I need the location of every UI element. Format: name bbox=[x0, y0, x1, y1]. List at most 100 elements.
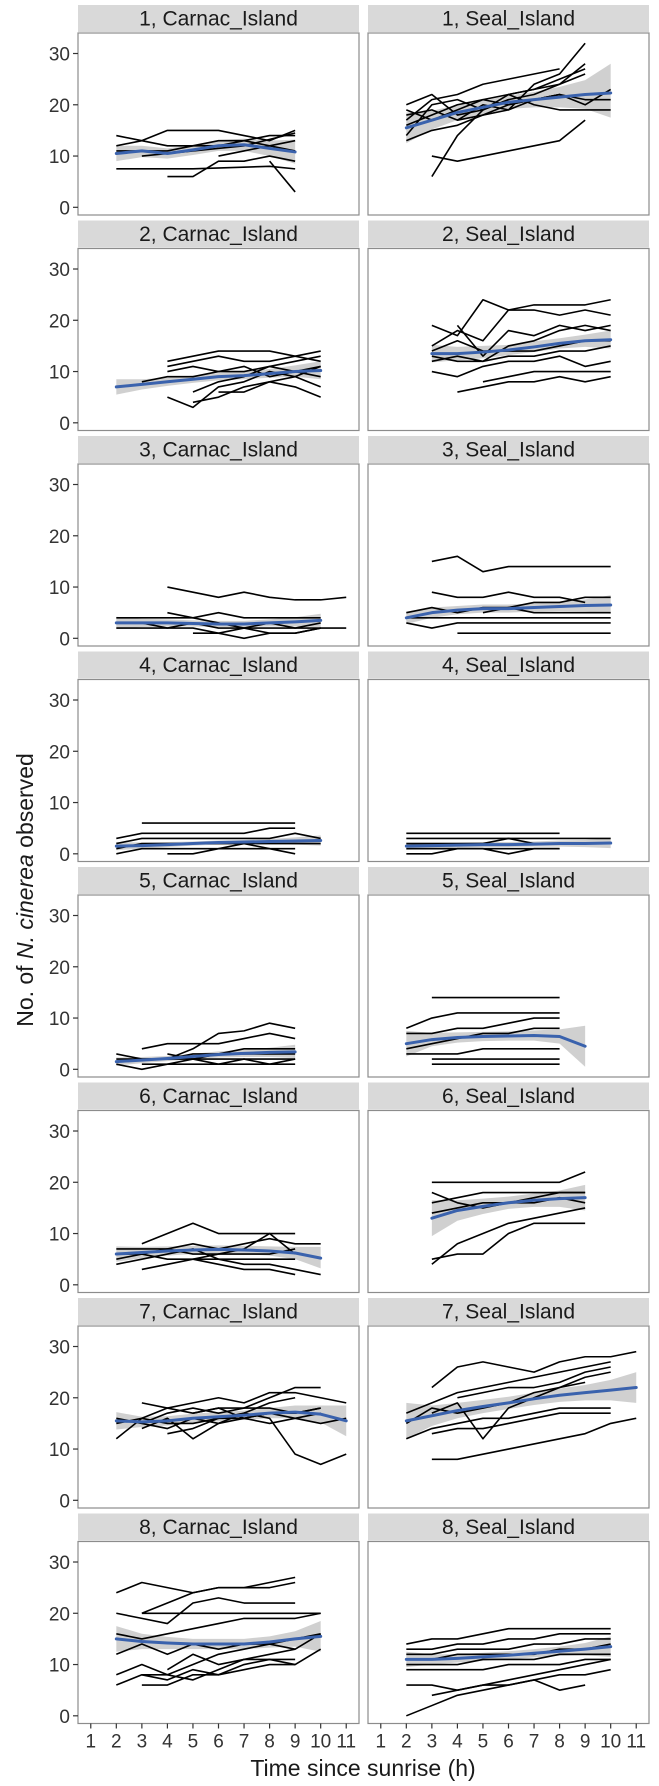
x-tick-label: 11 bbox=[626, 1732, 646, 1753]
raw-count-line bbox=[431, 345, 611, 363]
raw-count-line bbox=[406, 1012, 560, 1030]
smoothed-trend-line bbox=[404, 603, 613, 620]
plot-area bbox=[404, 1627, 613, 1717]
raw-count-line bbox=[431, 1350, 637, 1389]
raw-count-line bbox=[406, 1653, 611, 1666]
x-tick-label: 2 bbox=[401, 1732, 412, 1753]
facet-strip-label: 5, Seal_Island bbox=[442, 870, 575, 893]
facet-panel: 5, Carnac_Island 0 10 20 30 bbox=[49, 867, 360, 1081]
raw-count-line bbox=[167, 842, 296, 855]
plot-area bbox=[114, 1576, 323, 1686]
x-tick-label: 10 bbox=[600, 1732, 621, 1753]
x-tick-label: 5 bbox=[188, 1732, 199, 1753]
y-tick-label: 0 bbox=[59, 198, 70, 219]
facet-strip bbox=[368, 1513, 649, 1541]
facet-panel: 6, Seal_Island bbox=[367, 1082, 650, 1294]
raw-count-line bbox=[141, 1232, 296, 1271]
facet-strip-label: 8, Seal_Island bbox=[442, 1516, 575, 1539]
raw-count-line bbox=[116, 1058, 296, 1071]
panel-border bbox=[77, 1325, 360, 1509]
facet-strip-label: 3, Seal_Island bbox=[442, 439, 575, 462]
raw-count-line bbox=[167, 586, 347, 601]
x-tick-label: 10 bbox=[310, 1732, 331, 1753]
plot-area bbox=[430, 1171, 587, 1265]
panel-border bbox=[367, 32, 650, 216]
raw-count-line bbox=[431, 1417, 637, 1461]
facet-panel: 5, Seal_Island bbox=[367, 867, 650, 1078]
raw-count-line bbox=[141, 1396, 296, 1440]
plot-area bbox=[404, 832, 613, 855]
facet-panel: 2, Carnac_Island 0 10 20 30 bbox=[49, 220, 360, 435]
facet-strip-label: 7, Seal_Island bbox=[442, 1301, 575, 1324]
panel-border bbox=[77, 247, 360, 432]
facet-strip bbox=[368, 651, 649, 679]
facet-strip-label: 6, Seal_Island bbox=[442, 1085, 575, 1108]
smoothed-trend-line bbox=[114, 1247, 323, 1260]
facet-panel: 3, Seal_Island bbox=[367, 436, 650, 647]
y-tick-label: 0 bbox=[59, 629, 70, 650]
raw-count-line bbox=[431, 119, 586, 162]
confidence-band bbox=[116, 613, 321, 630]
raw-count-line bbox=[167, 1022, 296, 1060]
plot-background bbox=[78, 248, 359, 431]
panel-border bbox=[77, 1109, 360, 1294]
smoothed-trend-line bbox=[114, 838, 323, 848]
smoothed-trend-line bbox=[404, 1033, 587, 1048]
facet-strip bbox=[368, 220, 649, 248]
plot-area bbox=[114, 129, 297, 193]
facet-strip-label: 7, Carnac_Island bbox=[139, 1301, 298, 1324]
raw-count-line bbox=[431, 1412, 611, 1435]
x-tick-label: 9 bbox=[580, 1732, 591, 1753]
raw-count-line bbox=[116, 1253, 296, 1260]
raw-count-line bbox=[141, 1032, 296, 1050]
y-tick-label: 30 bbox=[49, 476, 70, 497]
raw-count-line bbox=[218, 365, 321, 393]
smoothed-trend-line bbox=[430, 338, 613, 356]
facet-panel: 4, Carnac_Island 0 10 20 30 bbox=[49, 651, 360, 866]
x-tick-label: 11 bbox=[336, 1732, 356, 1753]
x-tick-label: 5 bbox=[478, 1732, 489, 1753]
panel-border bbox=[367, 894, 650, 1078]
plot-area bbox=[114, 586, 347, 640]
panel-border bbox=[77, 32, 360, 216]
raw-count-line bbox=[431, 591, 586, 604]
x-tick-label: 2 bbox=[111, 1732, 122, 1753]
y-tick-label: 10 bbox=[49, 794, 70, 815]
y-tick-label: 30 bbox=[49, 1122, 70, 1143]
panel-border bbox=[77, 463, 360, 647]
smoothed-trend-line bbox=[404, 91, 613, 130]
raw-count-line bbox=[406, 1627, 611, 1645]
raw-count-line bbox=[431, 555, 611, 573]
raw-count-line bbox=[406, 1027, 560, 1050]
facet-panel: 6, Carnac_Island 0 10 20 30 bbox=[49, 1082, 360, 1297]
raw-count-line bbox=[406, 1407, 611, 1440]
confidence-band bbox=[431, 330, 611, 363]
x-tick-label: 9 bbox=[290, 1732, 301, 1753]
facet-strip-label: 3, Carnac_Island bbox=[139, 439, 298, 462]
y-tick-label: 30 bbox=[49, 1338, 70, 1359]
raw-count-line bbox=[166, 1653, 296, 1671]
plot-area bbox=[114, 1386, 348, 1466]
facet-panel: 1, Seal_Island bbox=[367, 5, 650, 216]
facet-strip-label: 1, Seal_Island bbox=[442, 8, 575, 31]
y-tick-label: 10 bbox=[49, 147, 70, 168]
plot-area bbox=[404, 1350, 638, 1461]
panel-border bbox=[367, 1109, 650, 1294]
raw-count-line bbox=[431, 1207, 586, 1265]
y-tick-label: 20 bbox=[49, 1173, 70, 1194]
y-axis-title-pre: No. of bbox=[12, 959, 38, 1027]
x-tick-label: 4 bbox=[162, 1732, 173, 1753]
y-tick-label: 0 bbox=[59, 1276, 70, 1297]
raw-count-line bbox=[192, 627, 347, 640]
plot-background bbox=[368, 679, 649, 862]
y-tick-label: 0 bbox=[59, 1491, 70, 1512]
raw-count-line bbox=[167, 155, 296, 178]
raw-count-line bbox=[192, 1258, 296, 1276]
y-axis-title: No. of N. cinerea observed bbox=[12, 753, 38, 1027]
raw-count-line bbox=[116, 847, 296, 855]
y-tick-label: 0 bbox=[59, 414, 70, 435]
y-tick-label: 20 bbox=[49, 1604, 70, 1625]
facet-strip bbox=[368, 1082, 649, 1110]
facet-strip bbox=[78, 651, 359, 679]
